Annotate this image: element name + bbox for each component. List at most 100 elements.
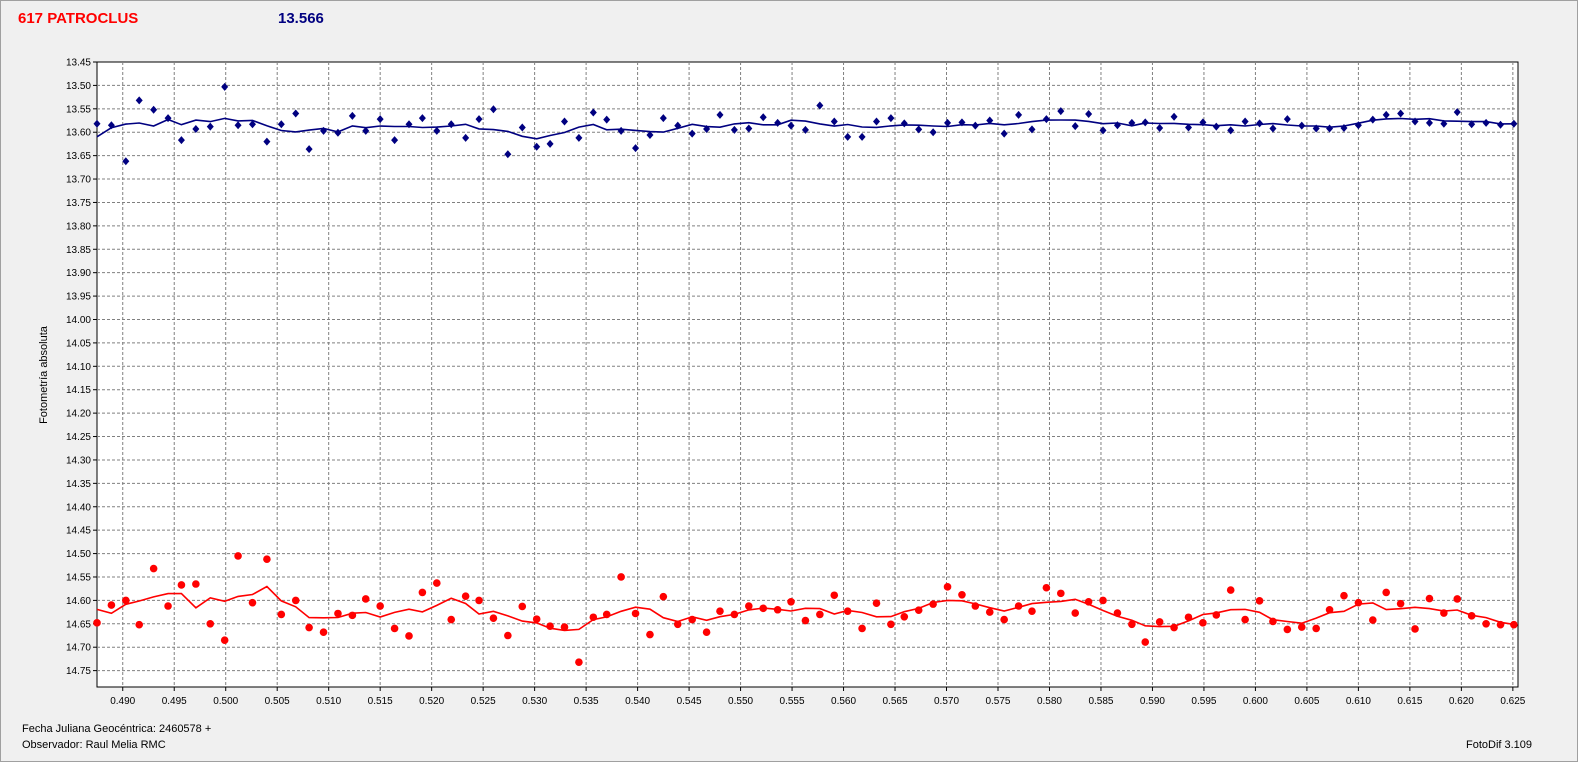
series-1-point (177, 581, 186, 589)
series-0-point (589, 108, 597, 117)
series-0-point (688, 129, 696, 138)
series-1-point (248, 598, 257, 607)
series-1-point (1369, 616, 1377, 624)
x-tick-label: 0.560 (831, 696, 856, 707)
series-0-point (1298, 121, 1306, 130)
series-1-point (220, 636, 229, 644)
series-1-point (631, 609, 640, 618)
series-1-trend-line (96, 585, 1515, 632)
series-1-point (1042, 583, 1051, 592)
series-1-point (589, 613, 598, 622)
series-1-point (1340, 591, 1348, 600)
series-1-point (843, 607, 852, 615)
series-0-point (320, 126, 328, 135)
series-1-point (348, 611, 357, 620)
series-1-point (1241, 615, 1249, 624)
series-1-point (361, 595, 370, 603)
series-1-point (277, 610, 286, 619)
series-0-point (433, 126, 441, 135)
series-1-point (433, 579, 441, 587)
series-1-point (1084, 597, 1093, 606)
x-tick-label: 0.570 (934, 696, 959, 707)
series-1-point (291, 596, 300, 605)
series-0-point (1000, 129, 1008, 138)
series-0-point (816, 101, 824, 110)
series-1-point (816, 610, 824, 619)
series-0-point (177, 136, 185, 145)
series-0-point (1468, 120, 1476, 129)
series-1-point (1396, 599, 1405, 608)
series-1-point (518, 602, 527, 611)
series-0-point (1113, 121, 1121, 130)
series-0-point (1326, 124, 1334, 133)
series-1-point (1467, 612, 1476, 620)
series-0-point (1141, 118, 1149, 127)
series-0-point (1015, 110, 1023, 119)
x-tick-label: 0.580 (1037, 696, 1062, 707)
series-1-point (1255, 597, 1264, 605)
series-0-point (1212, 122, 1220, 131)
series-1-point (1482, 619, 1490, 628)
series-1-point (887, 620, 895, 629)
series-0-point (844, 132, 852, 141)
y-tick-label: 14.60 (66, 596, 91, 607)
x-tick-label: 0.495 (162, 696, 187, 707)
series-0-point (1340, 124, 1348, 133)
series-0-point (546, 139, 554, 148)
series-1-point (1184, 613, 1193, 622)
x-tick-label: 0.515 (368, 696, 393, 707)
y-axis-ticks: 13.45 13.50 13.55 13.60 13.65 13.70 13.75 13.80… (66, 58, 97, 677)
series-0-point (745, 124, 753, 133)
series-0-point (1510, 119, 1518, 128)
series-1-point (787, 597, 795, 606)
series-0-point (504, 150, 512, 159)
series-0-point (929, 128, 937, 137)
series-0-point (1099, 126, 1107, 135)
series-0-point (1028, 125, 1036, 134)
series-1-point (1170, 623, 1178, 632)
series-0-point (603, 115, 611, 124)
series-1-point (475, 596, 483, 605)
series-0-point (1411, 117, 1419, 126)
y-tick-label: 14.00 (66, 315, 91, 326)
series-1-point (1354, 598, 1363, 607)
series-0-point (192, 124, 200, 133)
series-0-point (716, 110, 724, 119)
x-tick-label: 0.565 (883, 696, 908, 707)
observer-label: Observador: Raul Melia RMC (22, 739, 166, 751)
series-0-point (475, 115, 483, 124)
y-tick-label: 13.80 (66, 221, 91, 232)
x-tick-label: 0.550 (728, 696, 753, 707)
series-1-point (1071, 609, 1080, 617)
series-1-point (122, 596, 130, 605)
series-0-point (1227, 126, 1235, 135)
x-tick-label: 0.625 (1500, 696, 1525, 707)
series-1-point (830, 591, 839, 600)
x-tick-label: 0.605 (1294, 696, 1319, 707)
x-tick-label: 0.615 (1397, 696, 1422, 707)
series-0-point (93, 119, 101, 128)
y-tick-label: 14.70 (66, 643, 91, 654)
series-0-point (447, 120, 455, 129)
series-1-point (730, 610, 739, 619)
series-1-point (1212, 611, 1221, 619)
x-tick-label: 0.595 (1191, 696, 1216, 707)
series-0-point (1369, 115, 1377, 124)
series-1-point (688, 615, 696, 624)
series-1-point (1496, 620, 1505, 629)
series-0-point (759, 113, 767, 122)
y-tick-label: 13.60 (66, 128, 91, 139)
y-tick-label: 14.30 (66, 455, 91, 466)
series-1-point (504, 631, 512, 640)
series-0-point (248, 120, 256, 129)
series-1-point (646, 630, 654, 639)
series-0-point (1199, 118, 1207, 127)
series-0-point (575, 133, 583, 142)
y-tick-label: 14.35 (66, 479, 91, 490)
series-1-point (376, 602, 384, 610)
julian-date-label: Fecha Juliana Geocéntrica: 2460578 + (22, 723, 212, 735)
y-tick-label: 13.55 (66, 104, 91, 115)
series-0-point (1425, 118, 1433, 127)
series-0-point (1156, 124, 1164, 133)
